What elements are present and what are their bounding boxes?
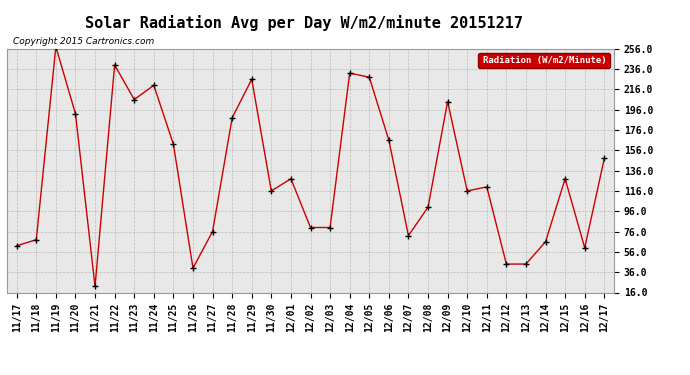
Legend: Radiation (W/m2/Minute): Radiation (W/m2/Minute) bbox=[478, 53, 609, 68]
Text: Solar Radiation Avg per Day W/m2/minute 20151217: Solar Radiation Avg per Day W/m2/minute … bbox=[85, 15, 522, 31]
Text: Copyright 2015 Cartronics.com: Copyright 2015 Cartronics.com bbox=[13, 38, 155, 46]
